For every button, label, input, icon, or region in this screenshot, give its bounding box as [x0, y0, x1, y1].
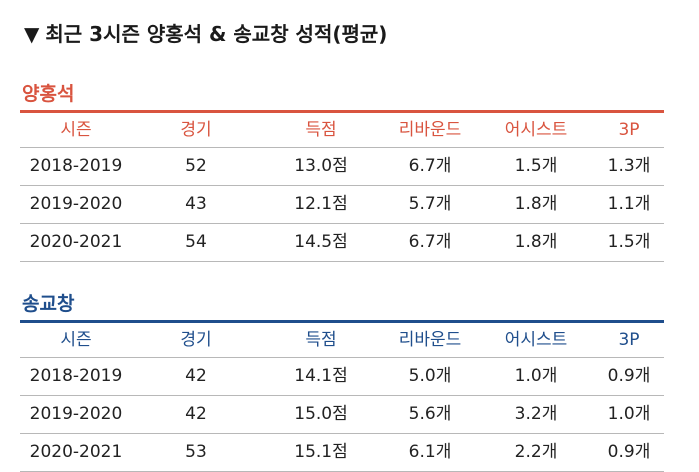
cell-season: 2020-2021	[29, 232, 123, 252]
cell-games: 52	[185, 156, 207, 176]
header-assists: 어시스트	[504, 120, 568, 140]
cell-rebounds: 6.7개	[408, 156, 452, 176]
cell-points: 12.1점	[294, 194, 348, 214]
cell-games: 42	[185, 404, 207, 424]
cell-points: 15.1점	[294, 442, 348, 462]
player-name: 송교창	[22, 293, 75, 315]
header-season: 시즌	[60, 120, 92, 140]
cell-rebounds: 5.6개	[408, 404, 452, 424]
cell-rebounds: 5.7개	[408, 194, 452, 214]
cell-games: 54	[185, 232, 207, 252]
header-3p: 3P	[618, 330, 640, 350]
cell-season: 2018-2019	[29, 156, 123, 176]
header-points: 득점	[305, 330, 337, 350]
cell-points: 14.5점	[294, 232, 348, 252]
cell-season: 2020-2021	[29, 442, 123, 462]
cell-points: 14.1점	[294, 366, 348, 386]
table-row: 2020-2021 53 15.1점 6.1개 2.2개 0.9개	[20, 434, 664, 472]
cell-assists: 1.8개	[514, 194, 558, 214]
header-season: 시즌	[60, 330, 92, 350]
page-title: ▼ 최근 3시즌 양홍석 & 송교창 성적(평균)	[24, 18, 387, 47]
cell-assists: 1.5개	[514, 156, 558, 176]
header-3p: 3P	[618, 120, 640, 140]
cell-3p: 1.0개	[607, 404, 651, 424]
cell-3p: 1.1개	[607, 194, 651, 214]
cell-season: 2019-2020	[29, 194, 123, 214]
table-row: 2020-2021 54 14.5점 6.7개 1.8개 1.5개	[20, 224, 664, 262]
cell-3p: 1.3개	[607, 156, 651, 176]
cell-3p: 0.9개	[607, 366, 651, 386]
cell-3p: 0.9개	[607, 442, 651, 462]
cell-season: 2018-2019	[29, 366, 123, 386]
cell-assists: 3.2개	[514, 404, 558, 424]
cell-rebounds: 5.0개	[408, 366, 452, 386]
cell-assists: 2.2개	[514, 442, 558, 462]
page-title-text: 최근 3시즌 양홍석 & 송교창 성적(평균)	[45, 22, 388, 46]
header-assists: 어시스트	[504, 330, 568, 350]
header-rebounds: 리바운드	[398, 330, 462, 350]
header-rebounds: 리바운드	[398, 120, 462, 140]
table-row: 2019-2020 43 12.1점 5.7개 1.8개 1.1개	[20, 186, 664, 224]
cell-season: 2019-2020	[29, 404, 123, 424]
cell-rebounds: 6.7개	[408, 232, 452, 252]
table-header-row: 시즌 경기 득점 리바운드 어시스트 3P	[20, 113, 664, 148]
cell-3p: 1.5개	[607, 232, 651, 252]
cell-games: 43	[185, 194, 207, 214]
cell-games: 53	[185, 442, 207, 462]
player-name: 양홍석	[22, 83, 75, 105]
player-section-yang: 양홍석 시즌 경기 득점 리바운드 어시스트 3P 2018-2019 52 1…	[20, 82, 664, 262]
cell-rebounds: 6.1개	[408, 442, 452, 462]
table-row: 2019-2020 42 15.0점 5.6개 3.2개 1.0개	[20, 396, 664, 434]
cell-points: 13.0점	[294, 156, 348, 176]
cell-assists: 1.0개	[514, 366, 558, 386]
cell-games: 42	[185, 366, 207, 386]
table-row: 2018-2019 42 14.1점 5.0개 1.0개 0.9개	[20, 358, 664, 396]
header-points: 득점	[305, 120, 337, 140]
section-divider	[20, 320, 664, 323]
table-row: 2018-2019 52 13.0점 6.7개 1.5개 1.3개	[20, 148, 664, 186]
section-divider	[20, 110, 664, 113]
player-section-song: 송교창 시즌 경기 득점 리바운드 어시스트 3P 2018-2019 42 1…	[20, 292, 664, 472]
cell-assists: 1.8개	[514, 232, 558, 252]
header-games: 경기	[180, 120, 212, 140]
triangle-down-icon: ▼	[24, 22, 40, 46]
header-games: 경기	[180, 330, 212, 350]
cell-points: 15.0점	[294, 404, 348, 424]
table-header-row: 시즌 경기 득점 리바운드 어시스트 3P	[20, 323, 664, 358]
